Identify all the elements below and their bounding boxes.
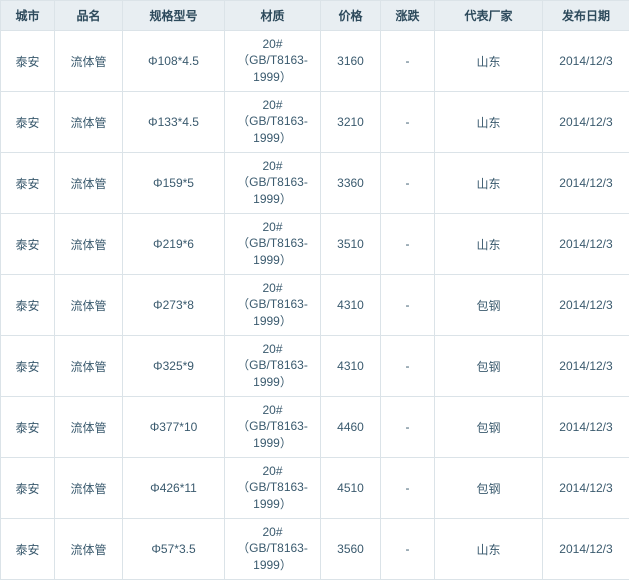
cell-material: 20#（GB/T8163-1999） — [225, 336, 321, 397]
cell-date: 2014/12/3 — [543, 92, 629, 153]
cell-date: 2014/12/3 — [543, 336, 629, 397]
cell-manufacturer: 山东 — [435, 519, 543, 580]
cell-spec: Φ426*11 — [123, 458, 225, 519]
cell-price: 4310 — [321, 275, 381, 336]
cell-spec: Φ159*5 — [123, 153, 225, 214]
cell-name: 流体管 — [55, 458, 123, 519]
price-table: 城市品名规格型号材质价格涨跌代表厂家发布日期 泰安流体管Φ108*4.520#（… — [0, 0, 629, 580]
cell-name: 流体管 — [55, 214, 123, 275]
cell-spec: Φ377*10 — [123, 397, 225, 458]
cell-manufacturer: 包钢 — [435, 397, 543, 458]
cell-price: 4310 — [321, 336, 381, 397]
cell-spec: Φ133*4.5 — [123, 92, 225, 153]
cell-material: 20#（GB/T8163-1999） — [225, 458, 321, 519]
cell-material: 20#（GB/T8163-1999） — [225, 92, 321, 153]
cell-manufacturer: 山东 — [435, 92, 543, 153]
cell-price: 3210 — [321, 92, 381, 153]
cell-city: 泰安 — [1, 519, 55, 580]
cell-date: 2014/12/3 — [543, 31, 629, 92]
cell-material: 20#（GB/T8163-1999） — [225, 275, 321, 336]
cell-date: 2014/12/3 — [543, 153, 629, 214]
cell-date: 2014/12/3 — [543, 458, 629, 519]
table-row: 泰安流体管Φ57*3.520#（GB/T8163-1999）3560-山东201… — [1, 519, 629, 580]
cell-spec: Φ325*9 — [123, 336, 225, 397]
header-spec: 规格型号 — [123, 1, 225, 31]
cell-material: 20#（GB/T8163-1999） — [225, 519, 321, 580]
table-row: 泰安流体管Φ133*4.520#（GB/T8163-1999）3210-山东20… — [1, 92, 629, 153]
cell-change: - — [381, 153, 435, 214]
cell-name: 流体管 — [55, 31, 123, 92]
cell-change: - — [381, 92, 435, 153]
cell-spec: Φ57*3.5 — [123, 519, 225, 580]
cell-change: - — [381, 275, 435, 336]
cell-price: 4460 — [321, 397, 381, 458]
cell-city: 泰安 — [1, 397, 55, 458]
cell-name: 流体管 — [55, 519, 123, 580]
cell-manufacturer: 山东 — [435, 153, 543, 214]
header-city: 城市 — [1, 1, 55, 31]
header-date: 发布日期 — [543, 1, 629, 31]
cell-manufacturer: 包钢 — [435, 275, 543, 336]
cell-spec: Φ108*4.5 — [123, 31, 225, 92]
table-row: 泰安流体管Φ377*1020#（GB/T8163-1999）4460-包钢201… — [1, 397, 629, 458]
header-material: 材质 — [225, 1, 321, 31]
cell-price: 3560 — [321, 519, 381, 580]
cell-material: 20#（GB/T8163-1999） — [225, 31, 321, 92]
cell-name: 流体管 — [55, 153, 123, 214]
cell-change: - — [381, 336, 435, 397]
cell-change: - — [381, 458, 435, 519]
cell-date: 2014/12/3 — [543, 214, 629, 275]
cell-name: 流体管 — [55, 92, 123, 153]
cell-change: - — [381, 519, 435, 580]
cell-city: 泰安 — [1, 214, 55, 275]
cell-date: 2014/12/3 — [543, 275, 629, 336]
cell-manufacturer: 山东 — [435, 31, 543, 92]
cell-city: 泰安 — [1, 458, 55, 519]
cell-name: 流体管 — [55, 397, 123, 458]
cell-city: 泰安 — [1, 336, 55, 397]
table-body: 泰安流体管Φ108*4.520#（GB/T8163-1999）3160-山东20… — [1, 31, 629, 580]
cell-name: 流体管 — [55, 275, 123, 336]
header-name: 品名 — [55, 1, 123, 31]
table-row: 泰安流体管Φ325*920#（GB/T8163-1999）4310-包钢2014… — [1, 336, 629, 397]
cell-spec: Φ273*8 — [123, 275, 225, 336]
cell-price: 3160 — [321, 31, 381, 92]
table-row: 泰安流体管Φ273*820#（GB/T8163-1999）4310-包钢2014… — [1, 275, 629, 336]
table-row: 泰安流体管Φ159*520#（GB/T8163-1999）3360-山东2014… — [1, 153, 629, 214]
cell-price: 3360 — [321, 153, 381, 214]
header-change: 涨跌 — [381, 1, 435, 31]
cell-city: 泰安 — [1, 153, 55, 214]
header-row: 城市品名规格型号材质价格涨跌代表厂家发布日期 — [1, 1, 629, 31]
cell-change: - — [381, 31, 435, 92]
cell-date: 2014/12/3 — [543, 397, 629, 458]
table-row: 泰安流体管Φ219*620#（GB/T8163-1999）3510-山东2014… — [1, 214, 629, 275]
table-row: 泰安流体管Φ426*1120#（GB/T8163-1999）4510-包钢201… — [1, 458, 629, 519]
table-header: 城市品名规格型号材质价格涨跌代表厂家发布日期 — [1, 1, 629, 31]
cell-name: 流体管 — [55, 336, 123, 397]
cell-price: 3510 — [321, 214, 381, 275]
cell-spec: Φ219*6 — [123, 214, 225, 275]
header-price: 价格 — [321, 1, 381, 31]
cell-material: 20#（GB/T8163-1999） — [225, 214, 321, 275]
cell-material: 20#（GB/T8163-1999） — [225, 397, 321, 458]
cell-date: 2014/12/3 — [543, 519, 629, 580]
cell-city: 泰安 — [1, 275, 55, 336]
table-row: 泰安流体管Φ108*4.520#（GB/T8163-1999）3160-山东20… — [1, 31, 629, 92]
cell-manufacturer: 包钢 — [435, 458, 543, 519]
cell-material: 20#（GB/T8163-1999） — [225, 153, 321, 214]
cell-city: 泰安 — [1, 92, 55, 153]
header-manufacturer: 代表厂家 — [435, 1, 543, 31]
cell-manufacturer: 包钢 — [435, 336, 543, 397]
cell-city: 泰安 — [1, 31, 55, 92]
cell-price: 4510 — [321, 458, 381, 519]
cell-change: - — [381, 397, 435, 458]
cell-manufacturer: 山东 — [435, 214, 543, 275]
cell-change: - — [381, 214, 435, 275]
